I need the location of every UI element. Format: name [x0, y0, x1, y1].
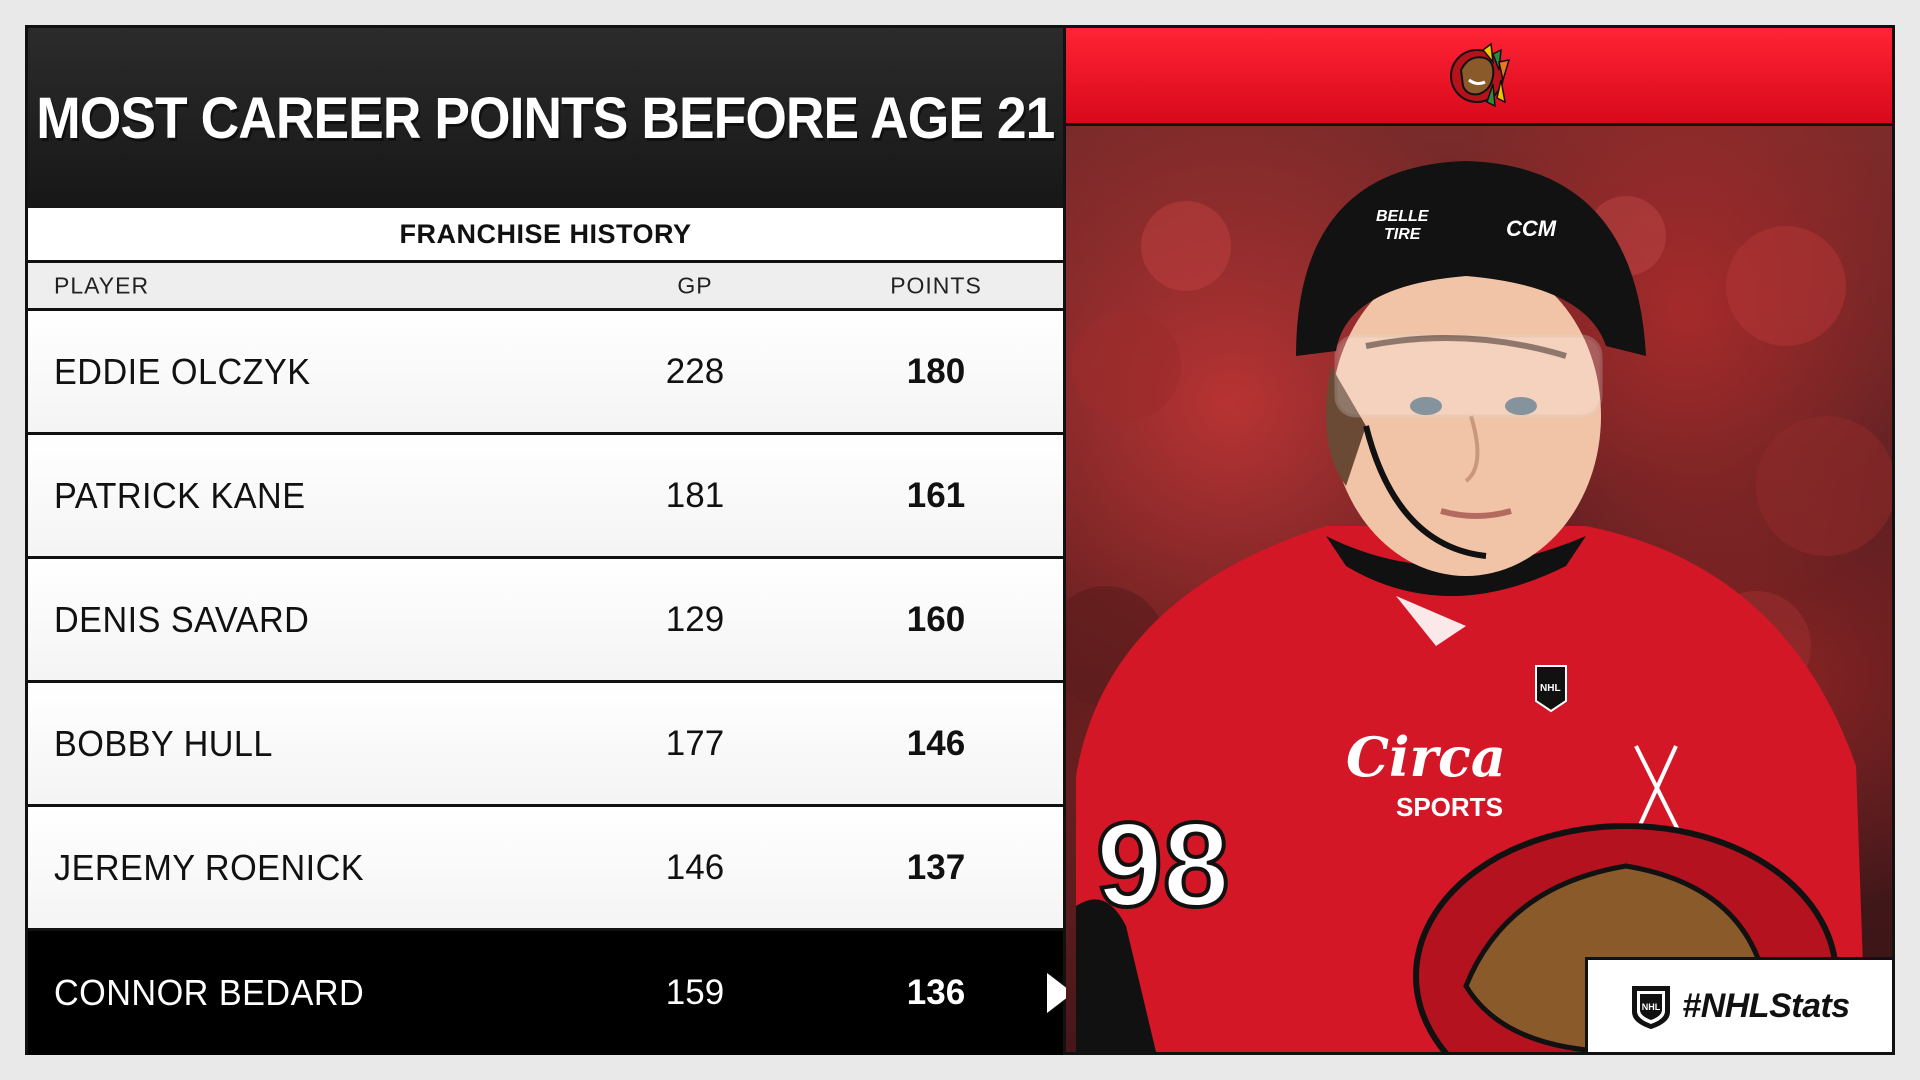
player-name: EDDIE OLCZYK [54, 350, 311, 392]
header-points: POINTS [890, 272, 982, 298]
player-name: BOBBY HULL [54, 722, 273, 764]
points-value: 146 [906, 723, 966, 763]
table-row-highlighted: CONNOR BEDARD 159 136 [28, 931, 1073, 1055]
nhl-shield-text: NHL [1642, 1002, 1661, 1012]
helmet-sticker-line2: TIRE [1384, 226, 1422, 243]
sponsor-patch-line2: SPORTS [1396, 792, 1503, 822]
games-played: 146 [665, 847, 725, 887]
sponsor-patch-line1: Circa [1346, 725, 1506, 789]
hashtag-label: #NHLStats [1682, 986, 1850, 1025]
games-played: 228 [665, 351, 725, 391]
player-name: DENIS SAVARD [54, 598, 310, 640]
table-row: PATRICK KANE 181 161 [28, 435, 1063, 559]
player-photo: 98 Circa SPORTS NHL [1066, 126, 1892, 1052]
points-value: 137 [906, 847, 966, 887]
table-subtitle: FRANCHISE HISTORY [28, 208, 1063, 263]
jersey-nhl-badge: NHL [1540, 683, 1561, 694]
header-gp: GP [677, 272, 713, 298]
blackhawks-logo-icon [1450, 42, 1511, 107]
points-value: 180 [906, 351, 966, 391]
photo-panel: 98 Circa SPORTS NHL [1066, 28, 1892, 1052]
table-body: EDDIE OLCZYK 228 180 PATRICK KANE 181 16… [28, 311, 1073, 1055]
hashtag-box: NHL #NHLStats [1585, 957, 1892, 1052]
games-played: 129 [665, 599, 725, 639]
player-name: JEREMY ROENICK [54, 846, 365, 888]
points-value: 161 [906, 475, 966, 515]
jersey-number: 98 [1096, 798, 1229, 932]
table-header: PLAYER GP POINTS [28, 263, 1063, 311]
games-played: 177 [665, 723, 725, 763]
nhl-shield-icon: NHL [1632, 986, 1671, 1030]
helmet-sticker-line1: BELLE [1376, 208, 1430, 225]
points-value: 136 [906, 973, 966, 1012]
table-row: EDDIE OLCZYK 228 180 [28, 311, 1063, 435]
graphic-frame: MOST CAREER POINTS BEFORE AGE 21 FRANCHI… [25, 25, 1895, 1055]
player-name: CONNOR BEDARD [54, 972, 365, 1013]
page-title: MOST CAREER POINTS BEFORE AGE 21 [36, 85, 1055, 151]
header-player: PLAYER [54, 272, 150, 298]
games-played: 159 [665, 973, 725, 1012]
stats-panel: MOST CAREER POINTS BEFORE AGE 21 FRANCHI… [28, 28, 1073, 1055]
points-value: 160 [906, 599, 966, 639]
player-photo-illustration: 98 Circa SPORTS NHL [1066, 161, 1892, 1052]
team-banner [1066, 28, 1892, 126]
helmet-brand: CCM [1506, 216, 1557, 241]
games-played: 181 [665, 475, 725, 515]
table-row: DENIS SAVARD 129 160 [28, 559, 1063, 683]
title-bar: MOST CAREER POINTS BEFORE AGE 21 [28, 28, 1063, 208]
table-row: BOBBY HULL 177 146 [28, 683, 1063, 807]
table-row: JEREMY ROENICK 146 137 [28, 807, 1063, 931]
player-name: PATRICK KANE [54, 474, 306, 516]
